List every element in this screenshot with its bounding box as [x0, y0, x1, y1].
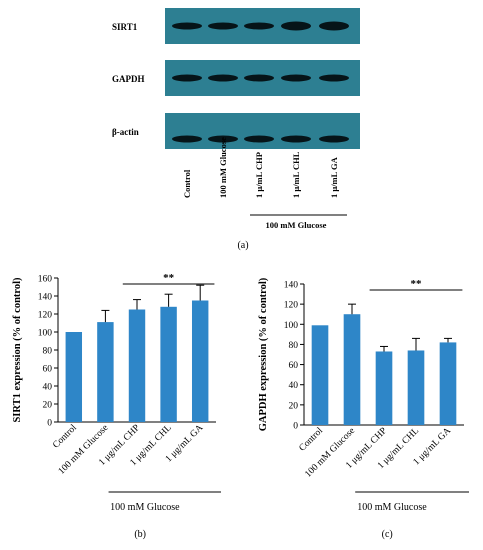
- blot-lane-label: 1 μ/mL CHL: [291, 151, 301, 198]
- blot-band: [281, 21, 311, 31]
- y-tick-label: 40: [43, 383, 53, 393]
- y-tick-label: 140: [284, 281, 299, 291]
- y-tick-label: 120: [284, 301, 299, 311]
- blot-lane-label: 1 μ/mL CHP: [254, 152, 264, 198]
- bar: [65, 332, 83, 422]
- x-tick-label: 100 mM Glucose: [57, 423, 111, 477]
- group-label: 100 mM Glucose: [110, 502, 180, 513]
- y-tick-label: 60: [43, 365, 53, 375]
- blot-row-label: β-actin: [112, 127, 139, 137]
- blot-row-label: SIRT1: [112, 22, 138, 32]
- x-tick-label: 1 μg/mL CHP: [97, 423, 142, 468]
- x-tick-label: 100 mM Glucose: [303, 426, 357, 480]
- y-tick-label: 160: [38, 275, 53, 285]
- bar: [160, 306, 177, 422]
- blot-band: [319, 135, 349, 143]
- blot-band: [172, 74, 202, 82]
- x-tick-label: 1 μg/mL GA: [412, 426, 453, 467]
- bar: [128, 309, 146, 422]
- blot-band: [281, 135, 311, 143]
- panel-label: (c): [382, 529, 393, 540]
- y-tick-label: 20: [43, 401, 53, 411]
- y-tick-label: 100: [284, 321, 299, 331]
- significance-label: **: [163, 272, 175, 284]
- blot-band: [208, 22, 238, 30]
- blot-band: [208, 74, 238, 82]
- y-axis-title: SIRT1 expression (% of control): [12, 277, 23, 423]
- bar: [407, 350, 425, 425]
- y-tick-label: 0: [47, 419, 52, 429]
- y-axis-title: GAPDH expression (% of control): [258, 277, 269, 431]
- significance-label: **: [411, 278, 423, 290]
- blot-band: [281, 74, 311, 82]
- y-tick-label: 20: [289, 401, 299, 411]
- x-tick-label: 1 μg/mL CHL: [129, 423, 174, 468]
- blot-lane-label: Control: [182, 169, 192, 198]
- blot-band: [244, 135, 274, 143]
- x-tick-label: 1 μg/mL CHL: [376, 426, 421, 471]
- y-tick-label: 120: [38, 311, 53, 321]
- blot-band: [244, 74, 274, 82]
- y-tick-label: 80: [289, 341, 299, 351]
- bar: [97, 322, 114, 422]
- bar: [343, 314, 361, 425]
- y-tick-label: 140: [38, 293, 53, 303]
- bar: [311, 325, 329, 425]
- group-label: 100 mM Glucose: [357, 502, 427, 513]
- blot-membrane-strip: [165, 113, 360, 149]
- x-tick-label: 1 μg/mL GA: [164, 423, 205, 464]
- blot-row-label: GAPDH: [112, 74, 145, 84]
- blot-group-label: 100 mM Glucose: [266, 220, 327, 230]
- blot-band: [319, 74, 349, 82]
- blot-lane-label: 100 mM Glucose: [218, 137, 228, 198]
- blot-band: [172, 22, 202, 30]
- x-tick-label: Control: [298, 426, 326, 454]
- blot-panel-label: (a): [237, 240, 248, 251]
- y-tick-label: 40: [289, 381, 299, 391]
- y-tick-label: 0: [293, 422, 298, 432]
- western-blot-panel: SIRT1 GAPDH β-actin Control 100 mM Glucose 1…: [112, 8, 360, 251]
- bar: [191, 300, 209, 422]
- y-tick-label: 80: [43, 347, 53, 357]
- blot-lane-label: 1 μ/mL GA: [329, 156, 339, 198]
- y-tick-label: 100: [38, 329, 53, 339]
- x-tick-label: Control: [51, 423, 79, 451]
- panel-label: (b): [134, 529, 146, 540]
- blot-band: [244, 22, 274, 30]
- y-tick-label: 60: [289, 361, 299, 371]
- x-tick-label: 1 μg/mL CHP: [344, 426, 389, 471]
- bar: [439, 342, 457, 425]
- bar: [375, 351, 393, 425]
- blot-band: [319, 21, 349, 31]
- blot-band: [172, 135, 202, 143]
- blot-band: [208, 135, 238, 143]
